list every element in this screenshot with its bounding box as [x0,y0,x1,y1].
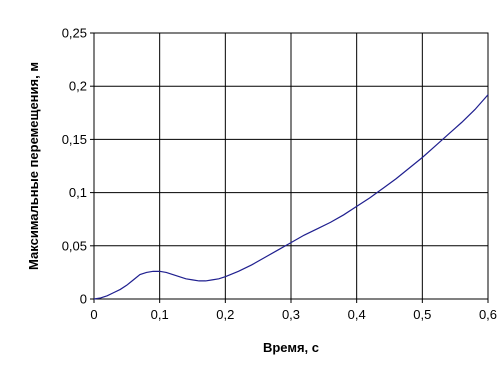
x-tick-label: 0,5 [413,307,431,322]
x-tick-label: 0,1 [151,307,169,322]
x-axis-title: Время, с [263,340,319,355]
x-tick-label: 0,2 [216,307,234,322]
y-tick-label: 0,1 [69,185,87,200]
x-tick-label: 0 [90,307,97,322]
y-tick-label: 0,25 [62,26,87,41]
y-tick-label: 0 [80,292,87,307]
grid-lines [94,33,488,299]
x-tick-label: 0,4 [348,307,366,322]
y-axis-title: Максимальные перемещения, м [26,62,41,270]
x-tick-label: 0,3 [282,307,300,322]
series-line [93,94,489,300]
y-tick-label: 0,05 [62,238,87,253]
y-axis-ticks: 0 0,05 0,1 0,15 0,2 0,25 [62,26,94,307]
x-tick-label: 0,6 [479,307,497,322]
y-tick-label: 0,2 [69,79,87,94]
y-tick-label: 0,15 [62,132,87,147]
x-axis-ticks: 0 0,1 0,2 0,3 0,4 0,5 0,6 [90,299,497,322]
